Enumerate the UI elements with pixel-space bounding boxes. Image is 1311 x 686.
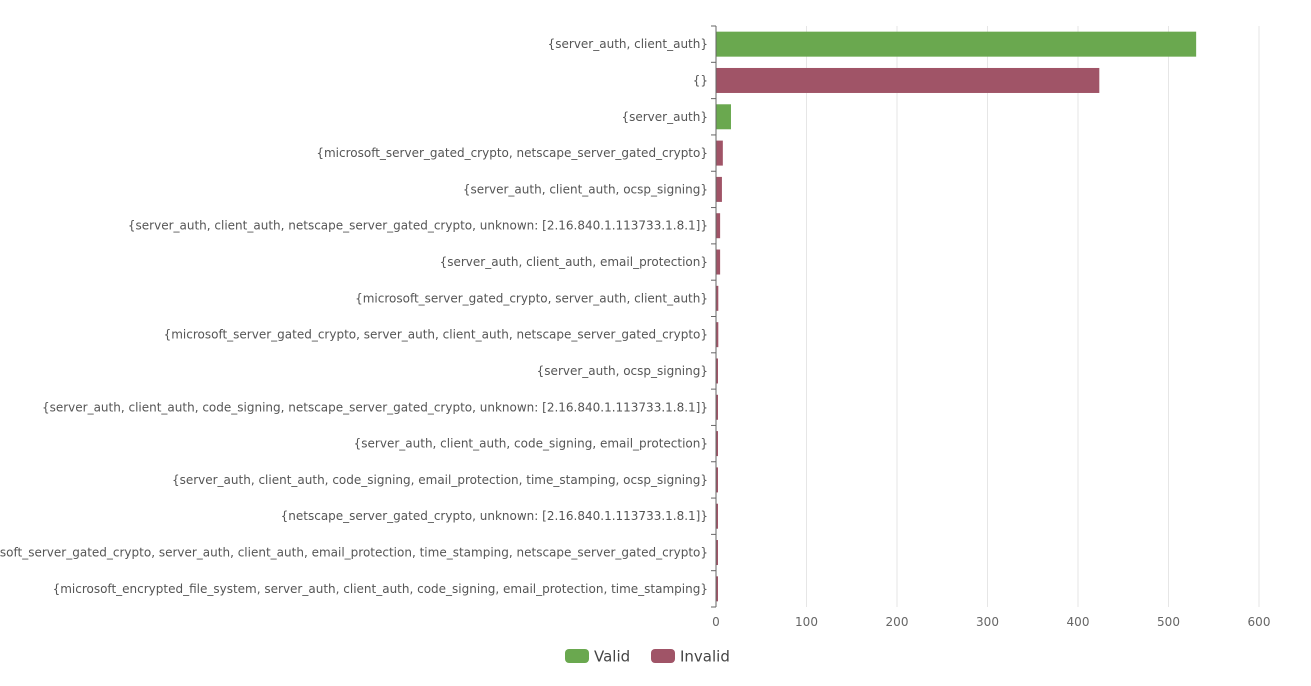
legend[interactable]: Valid Invalid	[565, 648, 730, 666]
bar-invalid[interactable]	[716, 322, 719, 348]
axis-layer	[711, 25, 717, 608]
category-label: {server_auth, client_auth, netscape_serv…	[128, 219, 708, 233]
category-label: {}	[693, 73, 708, 87]
bar-invalid[interactable]	[716, 540, 719, 566]
legend-item-invalid[interactable]: Invalid	[651, 648, 730, 666]
category-label: {microsoft_server_gated_crypto, netscape…	[316, 146, 708, 160]
bar-invalid[interactable]	[716, 213, 721, 239]
legend-label: Valid	[594, 648, 630, 666]
x-tick-label: 0	[712, 615, 720, 629]
category-labels: {server_auth, client_auth} {} {server_auth…	[0, 37, 708, 596]
category-label: {microsoft_server_gated_crypto, server_a…	[355, 291, 708, 305]
x-tick-label: 300	[976, 615, 999, 629]
x-tick-labels: 0 100 200 300 400 500 600	[712, 615, 1270, 629]
category-label: {server_auth, ocsp_signing}	[537, 364, 708, 378]
category-label: {microsoft_encrypted_file_system, server…	[53, 582, 708, 596]
bar-invalid[interactable]	[716, 67, 1100, 93]
bar-invalid[interactable]	[716, 394, 719, 420]
bar-invalid[interactable]	[716, 358, 719, 384]
category-label: {microsoft_server_gated_crypto, server_a…	[0, 546, 708, 560]
category-label: {server_auth, client_auth, email_protect…	[440, 255, 708, 269]
bar-layer	[716, 31, 1197, 602]
category-label: {server_auth, client_auth, code_signing,…	[42, 400, 708, 414]
x-tick-label: 200	[886, 615, 909, 629]
category-label: {netscape_server_gated_crypto, unknown: …	[281, 509, 708, 523]
legend-item-valid[interactable]: Valid	[565, 648, 630, 666]
bar-invalid[interactable]	[716, 285, 719, 311]
category-label: {server_auth, client_auth}	[548, 37, 708, 51]
bar-invalid[interactable]	[716, 176, 722, 202]
category-label: {server_auth, client_auth, code_signing,…	[354, 437, 708, 451]
bar-valid[interactable]	[716, 104, 731, 130]
category-label: {microsoft_server_gated_crypto, server_a…	[164, 328, 708, 342]
bar-invalid[interactable]	[716, 576, 719, 602]
category-label: {server_auth}	[621, 110, 708, 124]
bar-invalid[interactable]	[716, 249, 721, 275]
category-label: {server_auth, client_auth, ocsp_signing}	[463, 182, 708, 196]
bar-invalid[interactable]	[716, 467, 719, 493]
x-tick-label: 400	[1067, 615, 1090, 629]
legend-swatch	[651, 649, 675, 663]
grid-layer	[806, 26, 1260, 607]
legend-label: Invalid	[680, 648, 730, 666]
x-tick-label: 100	[795, 615, 818, 629]
bar-valid[interactable]	[716, 31, 1197, 57]
legend-swatch	[565, 649, 589, 663]
bar-invalid[interactable]	[716, 503, 719, 529]
bar-invalid[interactable]	[716, 140, 723, 166]
category-label: {server_auth, client_auth, code_signing,…	[172, 473, 708, 487]
bar-invalid[interactable]	[716, 431, 719, 457]
x-tick-label: 500	[1157, 615, 1180, 629]
x-tick-label: 600	[1248, 615, 1271, 629]
